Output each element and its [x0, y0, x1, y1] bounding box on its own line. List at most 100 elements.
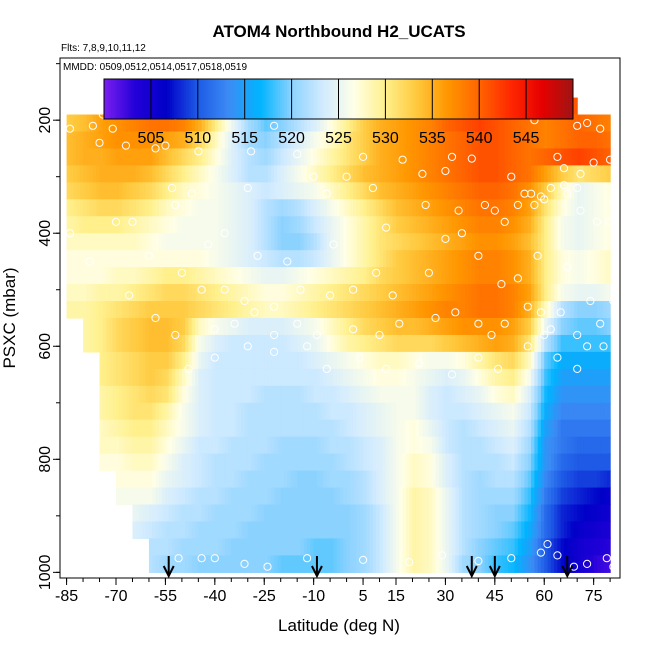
heatmap-cell — [517, 538, 522, 556]
heatmap-cell — [471, 216, 476, 234]
heatmap-cell — [251, 555, 255, 573]
heatmap-cell — [590, 233, 595, 251]
heatmap-cell — [145, 453, 150, 472]
heatmap-cell — [257, 538, 262, 556]
heatmap-cell — [593, 267, 598, 285]
heatmap-cell — [267, 470, 272, 489]
heatmap-cell — [224, 538, 229, 556]
heatmap-cell — [590, 267, 595, 285]
heatmap-cell — [577, 368, 582, 387]
heatmap-cell — [168, 538, 173, 556]
heatmap-cell — [379, 199, 384, 217]
heatmap-cell — [195, 318, 199, 336]
heatmap-cell — [198, 521, 203, 540]
heatmap-cell — [135, 216, 140, 234]
heatmap-cell — [425, 148, 430, 166]
heatmap-cell — [83, 301, 87, 319]
heatmap-cell — [386, 368, 391, 387]
observation-point — [583, 342, 592, 351]
heatmap-cell — [257, 453, 262, 472]
heatmap-cell — [178, 334, 183, 353]
heatmap-cell — [313, 368, 318, 387]
heatmap-cell — [158, 385, 163, 404]
heatmap-cell — [83, 199, 87, 217]
heatmap-cell — [191, 216, 196, 234]
heatmap-cell — [508, 233, 512, 251]
heatmap-cell — [201, 182, 206, 200]
heatmap-cell — [165, 216, 170, 234]
heatmap-cell — [191, 334, 196, 353]
heatmap-cell — [540, 114, 545, 133]
heatmap-cell — [577, 538, 582, 556]
heatmap-cell — [336, 538, 341, 556]
heatmap-cell — [333, 521, 338, 540]
heatmap-cell — [376, 453, 381, 472]
heatmap-cell — [481, 402, 486, 421]
heatmap-cell — [570, 131, 575, 150]
heatmap-cell — [112, 318, 117, 336]
heatmap-cell — [419, 555, 423, 573]
heatmap-cell — [402, 555, 407, 573]
heatmap-cell — [448, 267, 453, 285]
heatmap-cell — [267, 216, 272, 234]
heatmap-cell — [330, 436, 335, 455]
heatmap-cell — [432, 521, 437, 540]
heatmap-cell — [359, 301, 364, 319]
heatmap-cell — [596, 199, 601, 217]
heatmap-cell — [488, 131, 493, 150]
heatmap-cell — [188, 233, 193, 251]
heatmap-cell — [600, 453, 605, 472]
heatmap-cell — [455, 419, 460, 438]
heatmap-cell — [116, 199, 120, 217]
colorbar-swatch — [460, 79, 464, 119]
heatmap-cell — [102, 216, 107, 234]
heatmap-cell — [83, 250, 87, 268]
heatmap-cell — [191, 182, 196, 200]
heatmap-cell — [346, 385, 351, 404]
heatmap-cell — [606, 368, 611, 387]
heatmap-cell — [468, 114, 473, 133]
heatmap-cell — [129, 284, 134, 302]
heatmap-cell — [465, 555, 470, 573]
heatmap-cell — [145, 419, 150, 438]
heatmap-cell — [178, 148, 183, 166]
heatmap-cell — [241, 385, 246, 404]
heatmap-cell — [501, 470, 506, 489]
heatmap-cell — [185, 301, 190, 319]
heatmap-cell — [349, 148, 354, 166]
heatmap-cell — [550, 334, 555, 353]
colorbar-swatch — [143, 79, 147, 119]
heatmap-cell — [247, 385, 252, 404]
heatmap-cell — [531, 555, 535, 573]
heatmap-cell — [122, 131, 127, 150]
heatmap-cell — [494, 301, 499, 319]
heatmap-cell — [211, 318, 216, 336]
heatmap-cell — [580, 470, 585, 489]
heatmap-cell — [590, 148, 595, 166]
observation-point — [543, 540, 552, 549]
heatmap-cell — [346, 419, 351, 438]
heatmap-cell — [363, 199, 367, 217]
heatmap-cell — [389, 216, 394, 234]
heatmap-cell — [382, 402, 387, 421]
heatmap-cell — [297, 182, 302, 200]
heatmap-cell — [524, 148, 529, 166]
heatmap-cell — [336, 165, 341, 183]
heatmap-cell — [191, 148, 196, 166]
heatmap-cell — [432, 402, 437, 421]
heatmap-cell — [129, 351, 134, 370]
heatmap-cell — [419, 538, 423, 556]
heatmap-cell — [363, 284, 367, 302]
heatmap-cell — [471, 368, 476, 387]
heatmap-cell — [284, 284, 288, 302]
heatmap-cell — [570, 470, 575, 489]
heatmap-cell — [564, 233, 568, 251]
heatmap-cell — [284, 385, 288, 404]
heatmap-cell — [445, 199, 450, 217]
heatmap-cell — [231, 470, 236, 489]
heatmap-cell — [320, 521, 325, 540]
colorbar-swatch — [195, 79, 199, 119]
heatmap-cell — [544, 250, 549, 268]
heatmap-cell — [557, 267, 562, 285]
heatmap-cell — [580, 504, 585, 523]
